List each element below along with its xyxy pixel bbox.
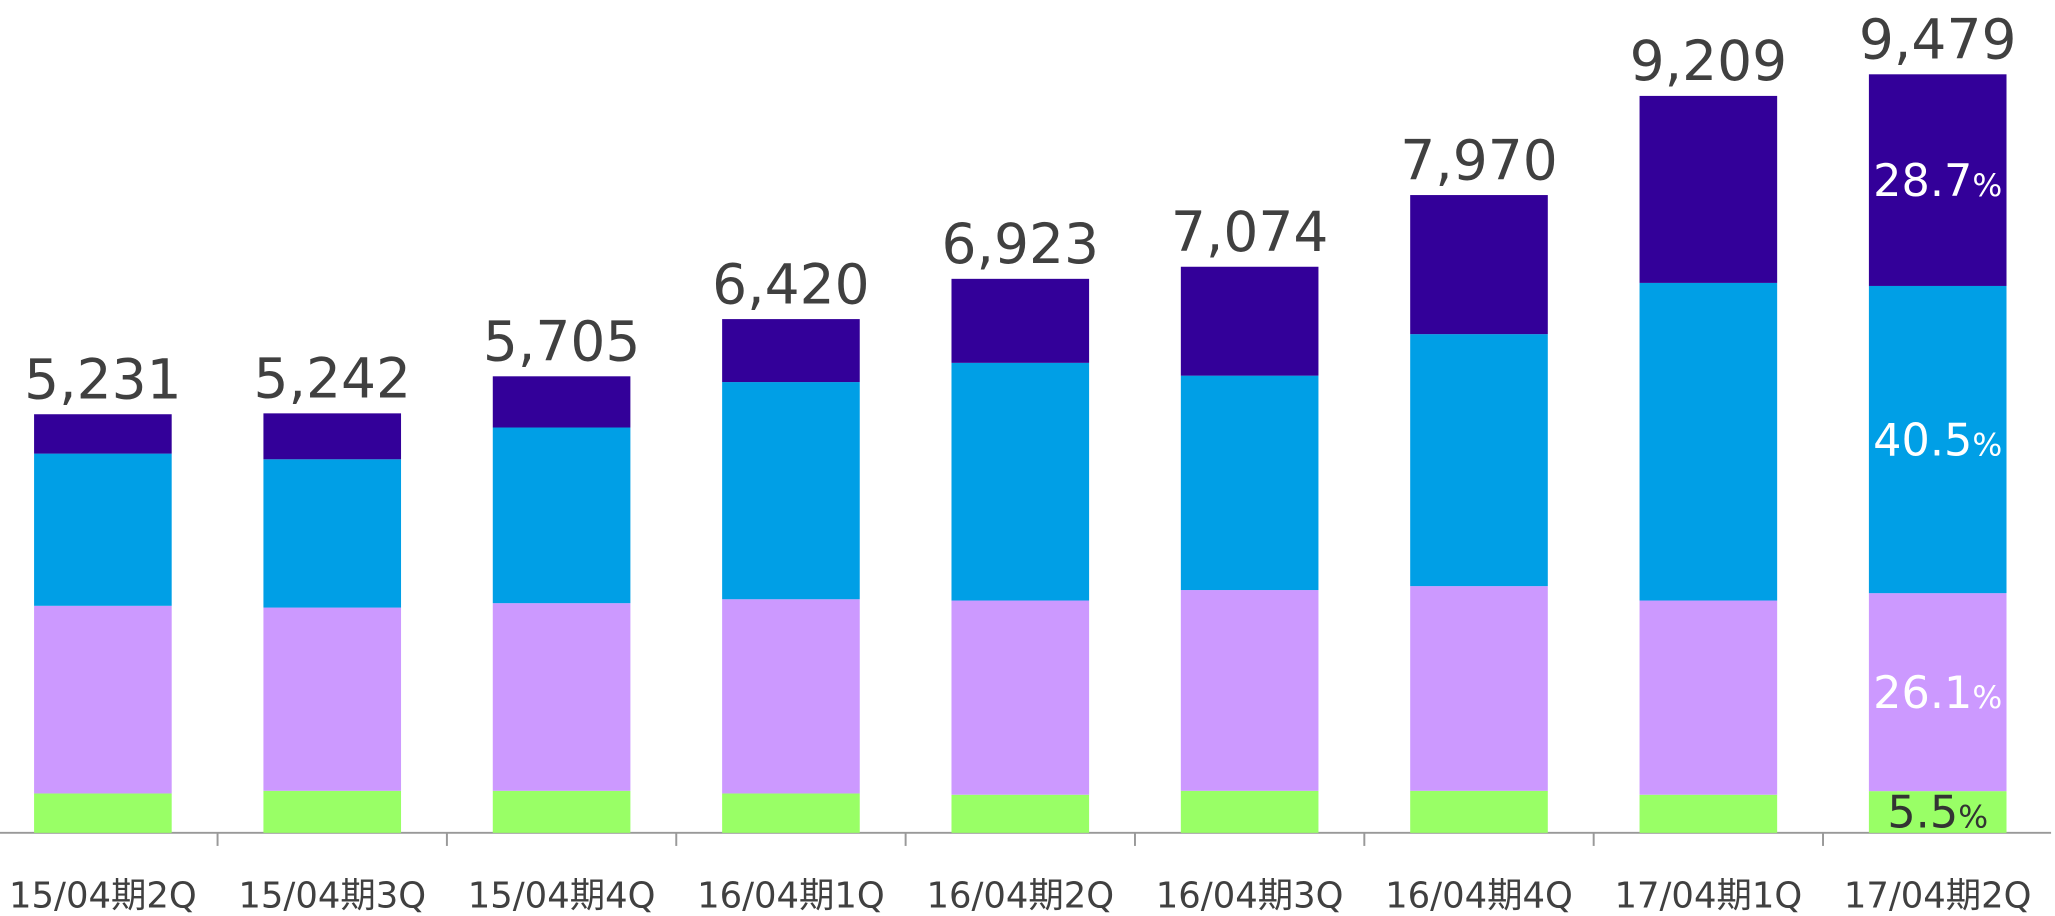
share-value: 5.5: [1887, 787, 1958, 839]
bar-segment: [1639, 282, 1778, 601]
bar-segment: [722, 793, 860, 833]
bar-segment: [34, 793, 172, 833]
x-tick-label: 16/04期3Q: [1156, 876, 1344, 916]
bar-segment: [34, 453, 172, 606]
total-label: 5,242: [253, 347, 411, 411]
share-unit: %: [1972, 680, 2002, 716]
total-label: 7,970: [1400, 128, 1558, 192]
x-tick-label: 15/04期4Q: [468, 876, 656, 916]
bar-segment: [492, 427, 631, 604]
bar-segment: [1410, 195, 1548, 335]
bar-segment: [951, 362, 1090, 601]
bar-segment: [492, 790, 631, 833]
x-tick-label: 15/04期2Q: [9, 876, 197, 916]
total-label: 6,420: [712, 252, 870, 316]
bar-segment: [492, 376, 631, 428]
bar-segment: [1868, 791, 2007, 833]
x-tick-label: 16/04期4Q: [1385, 876, 1573, 916]
bar-segment: [722, 599, 860, 794]
total-label: 6,923: [942, 212, 1100, 276]
bar-segment: [1639, 794, 1778, 833]
total-label: 5,231: [24, 348, 182, 412]
bar-segment: [263, 790, 402, 833]
x-tick-label: 16/04期2Q: [926, 876, 1114, 916]
bar-segment: [492, 603, 631, 791]
bar-segment: [722, 319, 860, 383]
x-tick-label: 16/04期1Q: [697, 876, 885, 916]
x-tick-label: 17/04期1Q: [1615, 876, 1803, 916]
bar-segment: [34, 414, 172, 454]
bar-segment: [1410, 790, 1548, 833]
share-unit: %: [1972, 427, 2002, 463]
bar-segment: [1410, 334, 1548, 587]
total-label: 7,074: [1171, 200, 1329, 264]
x-tick-label: 15/04期3Q: [238, 876, 426, 916]
bar-segment: [1410, 586, 1548, 791]
share-value: 26.1: [1873, 667, 1972, 719]
share-label: 26.1%: [1873, 667, 2002, 719]
bar-segment: [1180, 375, 1319, 591]
share-value: 40.5: [1873, 414, 1972, 466]
bar-segment: [263, 607, 402, 791]
share-label: 40.5%: [1873, 414, 2002, 466]
share-label: 5.5%: [1887, 787, 1988, 839]
bar-segment: [951, 794, 1090, 833]
bar-segment: [951, 600, 1090, 795]
bar-segment: [1639, 95, 1778, 283]
bar-segment: [722, 382, 860, 600]
bar-segment: [1868, 593, 2007, 792]
bar-segment: [951, 278, 1090, 363]
total-label: 9,209: [1630, 29, 1788, 93]
bar-segment: [1868, 285, 2007, 594]
bar-segment: [1180, 590, 1319, 791]
share-unit: %: [1972, 168, 2002, 204]
bar-segment: [1868, 74, 2007, 286]
bar-segment: [1639, 600, 1778, 795]
bar-segment: [1180, 790, 1319, 833]
bar-segment: [263, 413, 402, 460]
total-label: 9,479: [1859, 8, 2017, 72]
share-unit: %: [1958, 800, 1988, 836]
bar-segment: [1180, 266, 1319, 376]
total-label: 5,705: [483, 310, 641, 374]
bar-segment: [263, 459, 402, 608]
bar-segment: [34, 605, 172, 794]
x-tick-label: 17/04期2Q: [1844, 876, 2032, 916]
share-label: 28.7%: [1873, 155, 2002, 207]
share-value: 28.7: [1873, 155, 1972, 207]
